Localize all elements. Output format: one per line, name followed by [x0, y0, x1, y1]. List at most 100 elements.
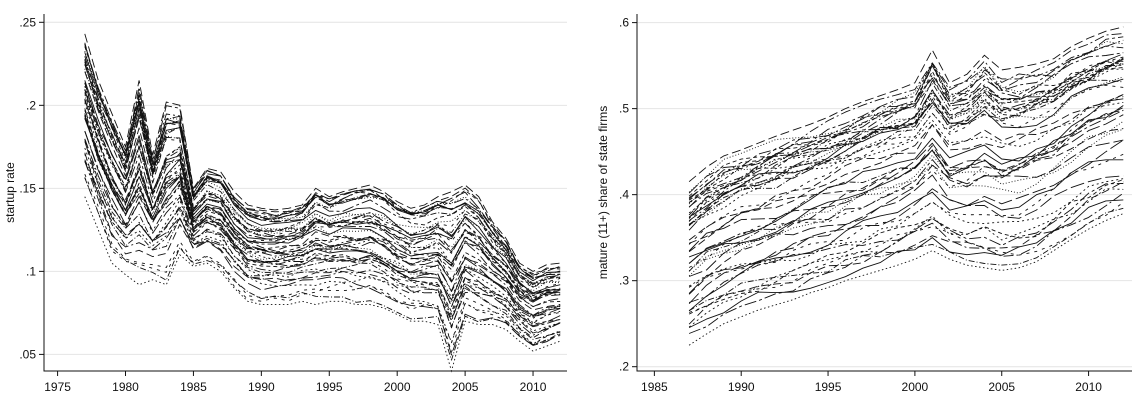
series-line — [688, 63, 1124, 194]
series-line — [688, 84, 1124, 245]
series-line — [688, 213, 1124, 346]
x-tick-label: 2010 — [1075, 380, 1102, 394]
series-line — [688, 201, 1124, 313]
series-line — [688, 128, 1124, 295]
series-line — [688, 39, 1124, 208]
series-line — [84, 115, 561, 323]
series-line — [84, 82, 561, 317]
series-line — [688, 153, 1124, 288]
series-line — [688, 61, 1124, 204]
x-tick-label: 1990 — [248, 380, 275, 394]
series-line — [688, 56, 1124, 222]
series-line — [84, 114, 561, 303]
series-line — [84, 196, 561, 373]
series-line — [688, 26, 1124, 183]
y-tick-label: .3 — [619, 274, 629, 288]
series-line — [688, 57, 1124, 197]
series-line — [688, 181, 1124, 325]
series-line — [84, 138, 561, 316]
x-tick-label: 2005 — [988, 380, 1015, 394]
series-line — [688, 159, 1124, 312]
series-line — [84, 61, 561, 276]
series-line — [688, 175, 1124, 305]
series-line — [688, 114, 1124, 277]
series-line — [84, 44, 561, 285]
series-line — [84, 89, 561, 301]
y-tick-label: .5 — [619, 102, 629, 116]
series-line — [688, 57, 1124, 203]
series-line — [688, 199, 1124, 329]
series-line — [688, 188, 1124, 328]
series-line — [84, 160, 561, 336]
y-tick-label: .6 — [619, 16, 629, 30]
series-line — [84, 177, 561, 353]
x-tick-label: 1980 — [112, 380, 139, 394]
x-tick-label: 1985 — [641, 380, 668, 394]
series-line — [688, 207, 1124, 312]
series-line — [84, 52, 561, 282]
y-tick-label: .4 — [619, 188, 629, 202]
series-line — [688, 45, 1124, 199]
series-line — [688, 53, 1124, 219]
y-axis-title: startup rate — [3, 162, 17, 223]
series-line — [84, 68, 561, 287]
series-line — [688, 109, 1124, 264]
series-line — [688, 52, 1124, 200]
series-line — [84, 130, 561, 328]
series-line — [688, 109, 1124, 241]
x-tick-label: 1985 — [180, 380, 207, 394]
series-line — [688, 120, 1124, 277]
series-line — [84, 152, 561, 334]
y-tick-label: .2 — [26, 98, 36, 112]
series-line — [84, 33, 561, 272]
series-line — [688, 63, 1124, 205]
series-line — [84, 43, 561, 295]
series-line — [84, 59, 561, 288]
series-line — [688, 139, 1124, 294]
series-line — [688, 101, 1124, 219]
series-line — [84, 94, 561, 318]
series-line — [84, 59, 561, 284]
series-line — [84, 56, 561, 278]
series-line — [688, 107, 1124, 272]
y-tick-label: .25 — [19, 15, 36, 29]
x-tick-label: 1995 — [815, 380, 842, 394]
series-line — [688, 59, 1124, 225]
x-tick-label: 1990 — [728, 380, 755, 394]
y-tick-label: .15 — [19, 181, 36, 195]
series-line — [84, 118, 561, 317]
series-line — [84, 80, 561, 294]
series-line — [84, 110, 561, 324]
series-line — [688, 179, 1124, 315]
series-line — [84, 161, 561, 319]
series-line — [688, 61, 1124, 214]
series-line — [84, 154, 561, 332]
x-tick-label: 1995 — [316, 380, 343, 394]
series-line — [688, 78, 1124, 218]
series-line — [84, 141, 561, 356]
startup-rate-panel: .05 .1 .15 .2 .25 1975 1980 1985 1990 1995 2000 200… — [3, 14, 567, 394]
series-line — [84, 131, 561, 327]
series-line — [84, 92, 561, 307]
series-line — [688, 36, 1124, 231]
y-tick-label: .2 — [619, 360, 629, 374]
series-line — [688, 60, 1124, 208]
x-tick-label: 2010 — [520, 380, 547, 394]
y-tick-label: .1 — [26, 264, 36, 278]
y-tick-label: .05 — [19, 347, 36, 361]
series-line — [688, 139, 1124, 252]
series-line — [688, 98, 1124, 264]
series-line — [688, 183, 1124, 334]
series-line — [688, 58, 1124, 216]
y-axis-title: mature (11+) share of state firms — [596, 106, 610, 280]
series-line — [688, 76, 1124, 226]
series-line — [84, 89, 561, 292]
x-tick-label: 2000 — [902, 380, 929, 394]
series-line — [688, 41, 1124, 193]
x-tick-label: 2005 — [452, 380, 479, 394]
series-line — [84, 71, 561, 301]
x-tick-label: 2000 — [384, 380, 411, 394]
series-line — [84, 98, 561, 297]
mature-share-panel: .2 .3 .4 .5 .6 1985 1990 1995 2000 2005 2010 mature… — [596, 14, 1132, 394]
